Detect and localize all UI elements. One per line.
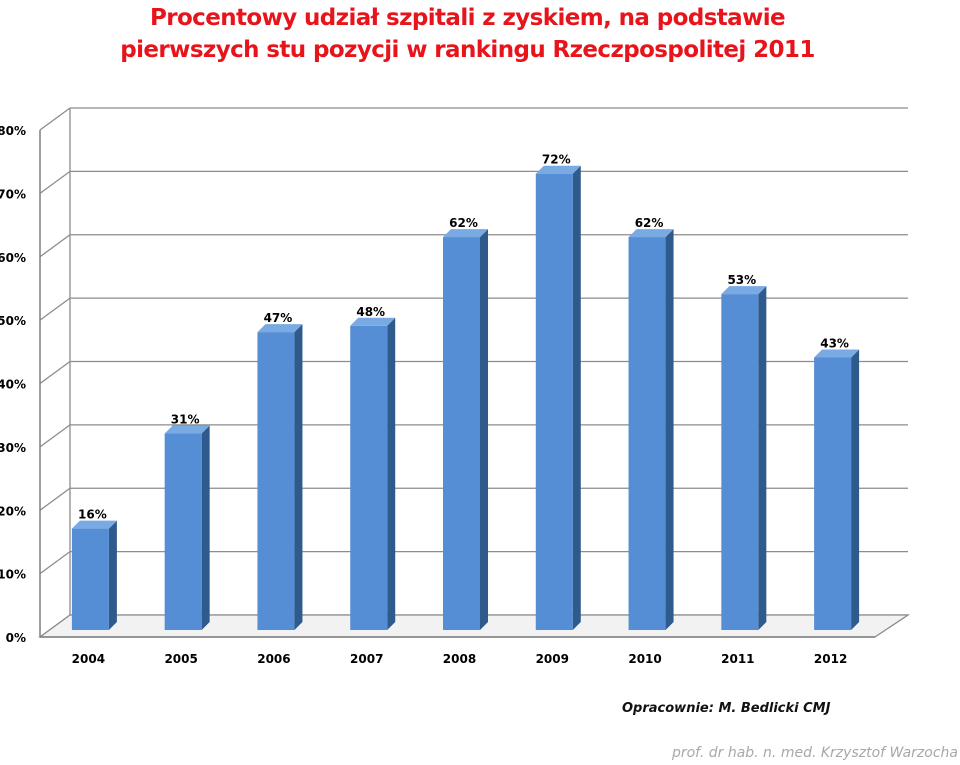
- bar-front: [164, 433, 202, 630]
- bar-front: [628, 237, 666, 630]
- bar: [814, 349, 860, 630]
- data-label: 48%: [356, 305, 385, 319]
- bars-layer: [71, 165, 860, 630]
- bar-top: [71, 520, 117, 529]
- bar-front: [350, 325, 388, 630]
- bar-front: [71, 528, 109, 630]
- bar-top: [814, 349, 860, 358]
- bar: [71, 520, 117, 630]
- y-tick-label: 70%: [0, 187, 26, 201]
- y-tick-label: 30%: [0, 441, 26, 455]
- x-tick-label: 2009: [536, 652, 569, 666]
- x-tick-label: 2008: [443, 652, 476, 666]
- gridline-side: [39, 234, 71, 258]
- bar-side: [108, 520, 117, 630]
- data-label: 47%: [264, 311, 293, 325]
- bar-side: [665, 229, 674, 630]
- data-label: 62%: [449, 216, 478, 230]
- credit-note: Opracownie: M. Bedlicki CMJ: [622, 701, 831, 716]
- data-label: 62%: [635, 216, 664, 230]
- x-tick-label: 2004: [72, 652, 105, 666]
- data-label: 72%: [542, 153, 571, 167]
- y-tick-label: 0%: [6, 631, 26, 645]
- gridline-side: [39, 551, 71, 575]
- bar-top: [628, 229, 674, 238]
- chart-title: Procentowy udział szpitali z zyskiem, na…: [0, 2, 935, 66]
- bar: [257, 324, 303, 630]
- bar-side: [480, 229, 488, 630]
- x-tick-label: 2010: [628, 652, 661, 666]
- chart-title-line1: Procentowy udział szpitali z zyskiem, na…: [149, 5, 786, 31]
- bar-top: [443, 229, 488, 238]
- x-tick-label: 2012: [814, 652, 847, 666]
- x-tick-label: 2005: [164, 652, 197, 666]
- data-label: 53%: [727, 273, 756, 287]
- bar-front: [814, 357, 852, 630]
- author-footer: prof. dr hab. n. med. Krzysztof Warzocha: [671, 745, 958, 761]
- gridline-side: [39, 424, 71, 448]
- data-label: 31%: [171, 413, 200, 427]
- y-tick-label: 20%: [0, 504, 26, 518]
- bar-front: [535, 173, 573, 630]
- bar-side: [572, 165, 581, 630]
- gridline-side: [39, 487, 71, 511]
- bar-side: [387, 317, 396, 630]
- bar-side: [758, 286, 767, 630]
- bar-side: [201, 425, 210, 630]
- x-tick-label: 2007: [350, 652, 383, 666]
- bar-top: [257, 324, 303, 333]
- gridline-side: [39, 297, 71, 321]
- bar: [350, 317, 396, 630]
- y-tick-label: 50%: [0, 314, 26, 328]
- bar: [164, 425, 210, 630]
- bar: [721, 286, 767, 630]
- chart-title-line2: pierwszych stu pozycji w rankingu Rzeczp…: [120, 37, 815, 63]
- y-tick-label: 60%: [0, 251, 26, 265]
- labels-layer: 16% 31% 47% 48% 62% 72% 62% 53% 43%: [78, 153, 849, 522]
- bar-top: [721, 286, 767, 295]
- bar-top: [350, 317, 396, 326]
- bar-side: [294, 324, 303, 630]
- bar-top: [164, 425, 210, 434]
- gridline-side: [39, 170, 71, 194]
- bar-front: [721, 294, 759, 630]
- y-tick-label: 80%: [0, 124, 26, 138]
- data-label: 43%: [820, 336, 849, 350]
- bar-top: [535, 165, 581, 174]
- bar-front: [443, 237, 480, 630]
- bar: [628, 229, 674, 630]
- gridline-side: [39, 360, 71, 385]
- y-tick-label: 10%: [0, 568, 26, 582]
- x-tick-label: 2006: [257, 652, 290, 666]
- data-label: 16%: [78, 508, 107, 522]
- bar: [535, 165, 581, 630]
- gridline-side: [39, 107, 71, 131]
- y-tick-label: 40%: [0, 378, 26, 392]
- bar-front: [257, 332, 295, 630]
- x-tick-label: 2011: [721, 652, 754, 666]
- bar: [443, 229, 488, 630]
- bar-side: [851, 349, 860, 630]
